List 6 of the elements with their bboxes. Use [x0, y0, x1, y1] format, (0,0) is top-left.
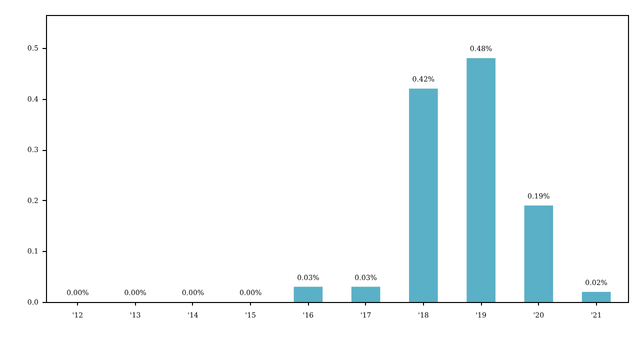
bar	[351, 286, 380, 302]
bar	[294, 286, 323, 302]
bar	[409, 88, 438, 302]
bar	[582, 292, 611, 302]
bar	[524, 205, 554, 302]
bar	[466, 58, 496, 302]
